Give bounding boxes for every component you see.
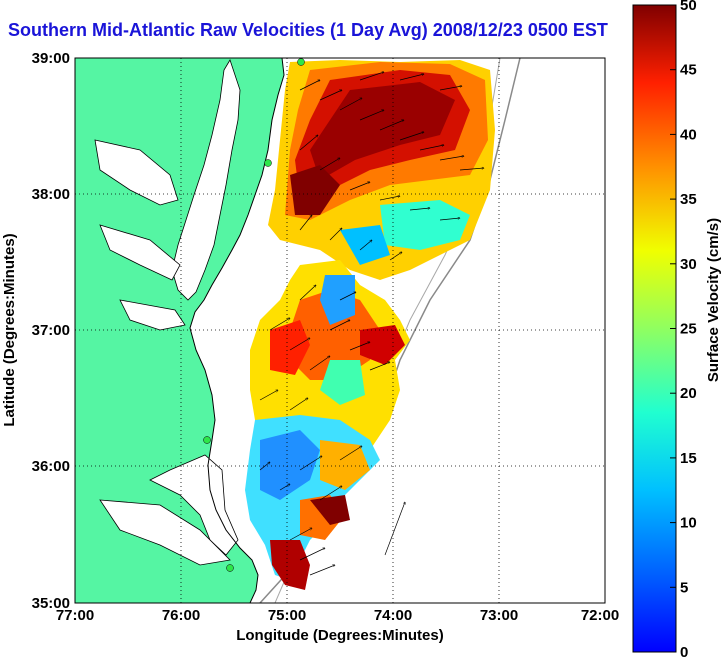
x-axis-label: Longitude (Degrees:Minutes) — [236, 627, 444, 644]
x-tick-label: 73:00 — [480, 607, 518, 624]
colorbar-tick-label: 35 — [680, 191, 697, 208]
colorbar-tick-label: 20 — [680, 385, 697, 402]
y-axis: 39:00 38:00 37:00 36:00 35:00 Latitude (… — [1, 50, 70, 612]
x-tick-label: 74:00 — [374, 607, 412, 624]
radar-station-marker — [264, 159, 272, 167]
x-tick-label: 76:00 — [162, 607, 200, 624]
y-tick-label: 37:00 — [32, 322, 70, 339]
radar-station-marker — [203, 436, 211, 444]
velocity-vectors — [259, 72, 484, 576]
x-tick-label: 77:00 — [56, 607, 94, 624]
bay-water — [171, 59, 241, 301]
y-tick-label: 39:00 — [32, 50, 70, 67]
colorbar-scale — [632, 4, 677, 653]
bay-water — [94, 139, 179, 206]
sound-water — [99, 499, 231, 566]
y-axis-label: Latitude (Degrees:Minutes) — [1, 233, 18, 426]
colorbar-label: Surface Velocity (cm/s) — [705, 218, 722, 382]
plot-frame — [74, 57, 606, 604]
y-tick-label: 38:00 — [32, 186, 70, 203]
colorbar-tick-label: 30 — [680, 256, 697, 273]
colorbar-tick-label: 15 — [680, 450, 697, 467]
colorbar-tick-label: 10 — [680, 515, 697, 532]
coastline — [189, 58, 285, 603]
x-tick-label: 75:00 — [268, 607, 306, 624]
grid-lines — [75, 58, 605, 603]
colorbar-tick-label: 45 — [680, 62, 697, 79]
radar-station-marker — [297, 58, 305, 66]
radar-station-marker — [226, 564, 234, 572]
colorbar-tick-label: 5 — [680, 579, 688, 596]
y-tick-label: 36:00 — [32, 458, 70, 475]
sound-water — [149, 454, 239, 556]
bay-water — [119, 299, 186, 331]
radar-stations — [203, 58, 305, 572]
colorbar-tick-label: 25 — [680, 321, 697, 338]
velocity-field-central — [250, 260, 410, 450]
colorbar-tick-label: 40 — [680, 126, 697, 143]
colorbar-tick-label: 0 — [680, 644, 688, 659]
map-title: Southern Mid-Atlantic Raw Velocities (1 … — [8, 20, 608, 40]
x-tick-label: 72:00 — [581, 607, 619, 624]
x-axis: 77:00 76:00 75:00 74:00 73:00 72:00 Long… — [56, 607, 619, 644]
bay-water — [99, 224, 181, 281]
colorbar-tick-label: 50 — [680, 0, 697, 14]
y-tick-label: 35:00 — [32, 595, 70, 612]
